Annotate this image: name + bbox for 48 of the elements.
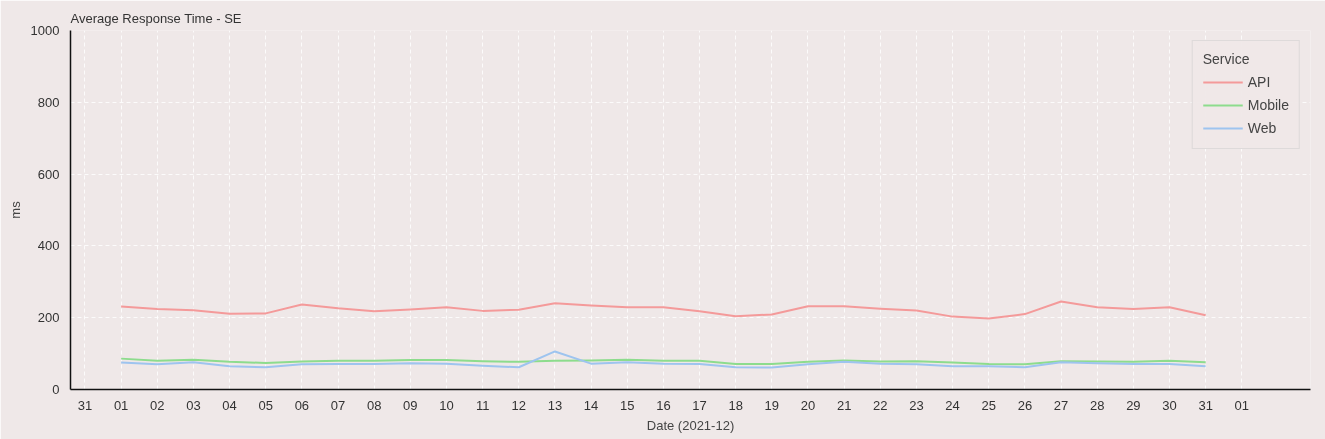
x-tick-label: 21 [836, 397, 852, 413]
x-tick-label: 22 [873, 397, 888, 413]
y-tick-label: 200 [37, 310, 60, 326]
y-tick-label: 800 [37, 94, 60, 110]
x-tick-label: 12 [511, 397, 527, 413]
x-tick-label: 11 [475, 397, 490, 413]
line-series [120, 350, 1207, 369]
x-tick-label: 04 [222, 397, 237, 413]
x-tick-label: 08 [366, 397, 382, 413]
legend-label: Web [1247, 120, 1277, 136]
x-tick-label: 15 [620, 397, 635, 413]
x-tick-label: 09 [403, 397, 418, 413]
y-tick-label: 400 [37, 238, 60, 254]
y-axis-title: ms [7, 200, 23, 219]
line-series [120, 300, 1207, 320]
x-tick-label: 03 [186, 397, 201, 413]
x-tick-label: 18 [728, 397, 743, 413]
x-tick-label: 10 [439, 397, 454, 413]
x-tick-label: 01 [1234, 397, 1250, 413]
x-tick-label: 31 [77, 397, 93, 413]
x-tick-label: 28 [1089, 397, 1105, 413]
y-tick-label: 600 [37, 166, 60, 182]
x-tick-label: 06 [294, 397, 310, 413]
legend-title: Service [1202, 51, 1251, 67]
x-tick-label: 14 [583, 397, 599, 413]
x-tick-label: 20 [800, 397, 816, 413]
y-tick-label: 1000 [30, 23, 60, 38]
x-tick-label: 24 [945, 397, 960, 413]
x-tick-label: 26 [1017, 397, 1033, 413]
x-tick-label: 19 [764, 397, 780, 413]
x-tick-label: 13 [547, 397, 563, 413]
x-tick-label: 30 [1162, 397, 1177, 413]
x-tick-label: 31 [1198, 397, 1213, 413]
x-axis-title: Date (2021-12) [646, 417, 735, 433]
legend-label: API [1247, 74, 1271, 90]
x-tick-label: 16 [656, 397, 671, 413]
x-tick-label: 25 [981, 397, 996, 413]
x-tick-label: 23 [909, 397, 924, 413]
y-tick-label: 0 [52, 382, 60, 397]
legend-label: Mobile [1247, 97, 1289, 113]
x-tick-label: 07 [330, 397, 346, 413]
x-tick-label: 02 [150, 397, 165, 413]
x-tick-label: 29 [1126, 397, 1141, 413]
x-tick-label: 01 [113, 397, 129, 413]
x-tick-label: 05 [258, 397, 273, 413]
x-tick-label: 17 [692, 397, 707, 413]
chart-title: Average Response Time - SE [70, 10, 242, 26]
x-tick-label: 27 [1053, 397, 1069, 413]
